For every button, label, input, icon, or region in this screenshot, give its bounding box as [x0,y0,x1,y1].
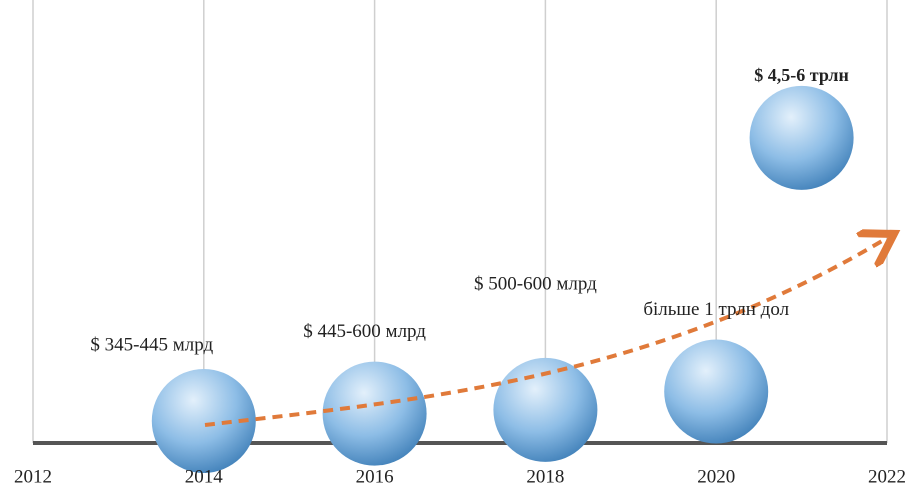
bubble [664,339,769,444]
bubble [322,361,427,466]
bubble [749,85,854,190]
bubble [151,368,256,473]
bubble-label: $ 500-600 млрд [474,273,597,294]
trend-arrow [204,238,887,427]
bubble [493,357,598,462]
x-tick-label: 2014 [185,466,224,487]
x-tick-label: 2020 [697,466,735,487]
bubble-label: $ 4,5-6 трлн [754,65,849,85]
x-tick-label: 2018 [526,466,564,487]
x-tick-label: 2016 [356,466,394,487]
x-tick-label: 2012 [14,466,52,487]
bubble-label: більше 1 трлн дол [643,299,789,320]
x-tick-label: 2022 [868,466,906,487]
bubble-label: $ 445-600 млрд [303,321,426,342]
bubble-label: $ 345-445 млрд [90,334,213,355]
